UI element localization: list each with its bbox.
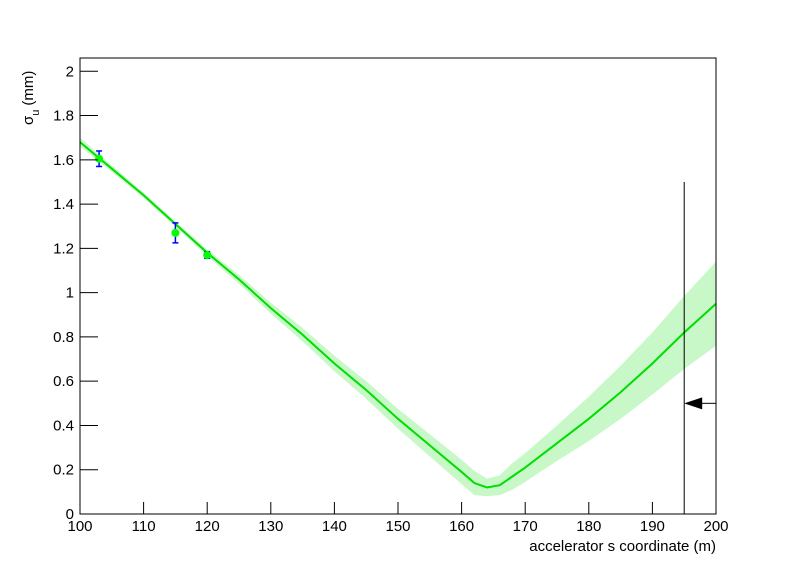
x-tick-label: 100 [67, 518, 92, 535]
y-tick-label: 0 [66, 506, 74, 523]
y-tick-label: 0.8 [53, 329, 74, 346]
confidence-band [80, 137, 716, 497]
x-tick-label: 140 [322, 518, 347, 535]
y-tick-label: 2 [66, 63, 74, 80]
x-tick-label: 200 [703, 518, 728, 535]
x-tick-label: 150 [385, 518, 410, 535]
y-tick-label: 1.2 [53, 240, 74, 257]
y-label-unit: (mm) [20, 71, 37, 106]
y-tick-label: 1.6 [53, 152, 74, 169]
x-tick-label: 180 [576, 518, 601, 535]
x-tick-label: 170 [513, 518, 538, 535]
y-axis-label: σu (mm) [20, 71, 42, 125]
y-tick-label: 0.2 [53, 462, 74, 479]
y-tick-label: 0.4 [53, 417, 74, 434]
x-tick-label: 160 [449, 518, 474, 535]
x-axis-label: accelerator s coordinate (m) [529, 538, 716, 555]
x-tick-label: 130 [258, 518, 283, 535]
x-tick-label: 110 [132, 518, 156, 535]
arrow-head [684, 397, 703, 410]
y-label-subscript: u [30, 110, 42, 116]
data-point [203, 251, 212, 260]
y-tick-label: 1.8 [53, 108, 74, 125]
fit-line [79, 141, 717, 489]
x-tick-label: 190 [640, 518, 665, 535]
x-tick-label: 120 [195, 518, 220, 535]
data-point [95, 154, 104, 163]
y-tick-label: 0.6 [53, 373, 74, 390]
plot-area: 100 110 120 130 140 150 160 170 180 190 200 0 0.2 0.4… [53, 57, 729, 535]
data-point [171, 228, 180, 237]
y-label-symbol: σ [20, 115, 37, 125]
y-tick-label: 1.4 [53, 196, 74, 213]
y-tick-label: 1 [66, 285, 74, 302]
